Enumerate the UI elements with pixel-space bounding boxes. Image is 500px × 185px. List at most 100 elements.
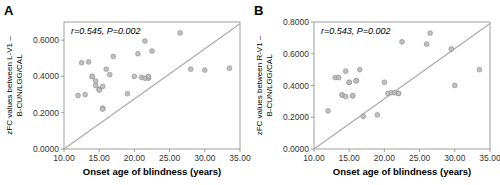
point (104, 67, 109, 72)
point (93, 79, 98, 84)
y-tick-label: 0.2000 (33, 108, 59, 118)
point (150, 49, 155, 54)
point (326, 109, 331, 114)
point (227, 66, 232, 71)
x-tick-label: 15.00 (89, 153, 111, 163)
x-tick (384, 149, 385, 152)
point (357, 67, 362, 72)
point (343, 69, 348, 74)
x-tick (169, 149, 170, 152)
point (86, 60, 91, 65)
y-tick-label: 0.8000 (283, 17, 309, 27)
panel: 10.0015.0020.0025.0030.0035.000.00000.20… (254, 3, 500, 177)
x-tick (204, 149, 205, 152)
point (125, 91, 130, 96)
point (477, 67, 482, 72)
x-tick (134, 149, 135, 152)
plot-frame (64, 22, 240, 149)
point (178, 30, 183, 35)
marks (64, 24, 240, 149)
x-tick-label: 10.00 (53, 153, 75, 163)
y-axis-label: zFC values between R-V1 –B-CUN/LGG/CAL (255, 35, 274, 135)
point (107, 72, 112, 77)
x-tick-label: 25.00 (159, 153, 181, 163)
y-tick-label: 0.0000 (283, 144, 309, 154)
y-tick (61, 40, 64, 41)
x-tick-label: 35.00 (479, 153, 500, 163)
panel-label: B (254, 3, 263, 18)
point (188, 67, 193, 72)
y-axis-label: zFC values between L-V1 –B-CUN/LGG/CAL (5, 36, 24, 135)
x-tick (99, 149, 100, 152)
x-tick-label: 30.00 (194, 153, 216, 163)
x-tick-label: 20.00 (124, 153, 146, 163)
point (350, 93, 355, 98)
x-tick-label: 25.00 (409, 153, 431, 163)
point (400, 39, 405, 44)
x-tick (490, 149, 491, 152)
point (143, 39, 148, 44)
marks (314, 24, 490, 149)
y-tick (311, 149, 314, 150)
point (347, 80, 352, 85)
point (375, 112, 380, 117)
point (354, 78, 359, 83)
point (354, 78, 359, 83)
plot-frame (314, 22, 490, 149)
x-tick (240, 149, 241, 152)
regression-line (314, 24, 490, 149)
y-tick (311, 53, 314, 54)
point (100, 106, 105, 111)
x-tick (349, 149, 350, 152)
y-tick (311, 117, 314, 118)
point (111, 54, 116, 59)
x-axis-label: Onset age of blindness (years) (83, 166, 221, 177)
y-tick-label: 0.4000 (283, 81, 309, 91)
point (396, 91, 401, 96)
point (343, 94, 348, 99)
annotation: r=0.543, P=0.002 (321, 26, 391, 36)
point (90, 74, 95, 79)
point (449, 47, 454, 52)
point (90, 74, 95, 79)
point (132, 74, 137, 79)
x-tick (419, 149, 420, 152)
y-tick-label: 0.6000 (283, 49, 309, 59)
annotation: r=0.545, P=0.002 (71, 26, 141, 36)
x-tick-label: 35.00 (229, 153, 251, 163)
point (428, 31, 433, 36)
point (136, 51, 141, 56)
y-tick (311, 85, 314, 86)
y-tick (61, 76, 64, 77)
y-tick (61, 112, 64, 113)
panel-label: A (4, 3, 14, 18)
point (202, 68, 207, 73)
x-axis-label: Onset age of blindness (years) (333, 166, 471, 177)
x-tick (454, 149, 455, 152)
panel: 10.00 15.00 20.00 25.00 30.00 35.00 0.0000 0.20… (4, 3, 251, 177)
point (347, 80, 352, 85)
point (452, 83, 457, 88)
point (424, 42, 429, 47)
point (83, 92, 88, 97)
y-tick-label: 0.0000 (33, 144, 59, 154)
point (361, 114, 366, 119)
point (350, 93, 355, 98)
x-tick (314, 149, 315, 152)
y-tick (311, 22, 314, 23)
point (100, 107, 105, 112)
x-tick-label: 10.00 (303, 153, 325, 163)
y-axis-label-line: B-CUN/LGG/CAL (265, 54, 274, 117)
y-axis-label-line: B-CUN/LGG/CAL (15, 54, 24, 117)
point (396, 91, 401, 96)
point (146, 74, 151, 79)
point (336, 75, 341, 80)
point (76, 93, 81, 98)
y-axis-label-line: zFC values between R-V1 – (255, 35, 264, 135)
y-tick (61, 149, 64, 150)
y-tick-label: 0.2000 (283, 112, 309, 122)
y-tick-label: 0.4000 (33, 71, 59, 81)
point (382, 80, 387, 85)
y-tick-label: 0.6000 (33, 35, 59, 45)
x-tick-label: 30.00 (444, 153, 466, 163)
